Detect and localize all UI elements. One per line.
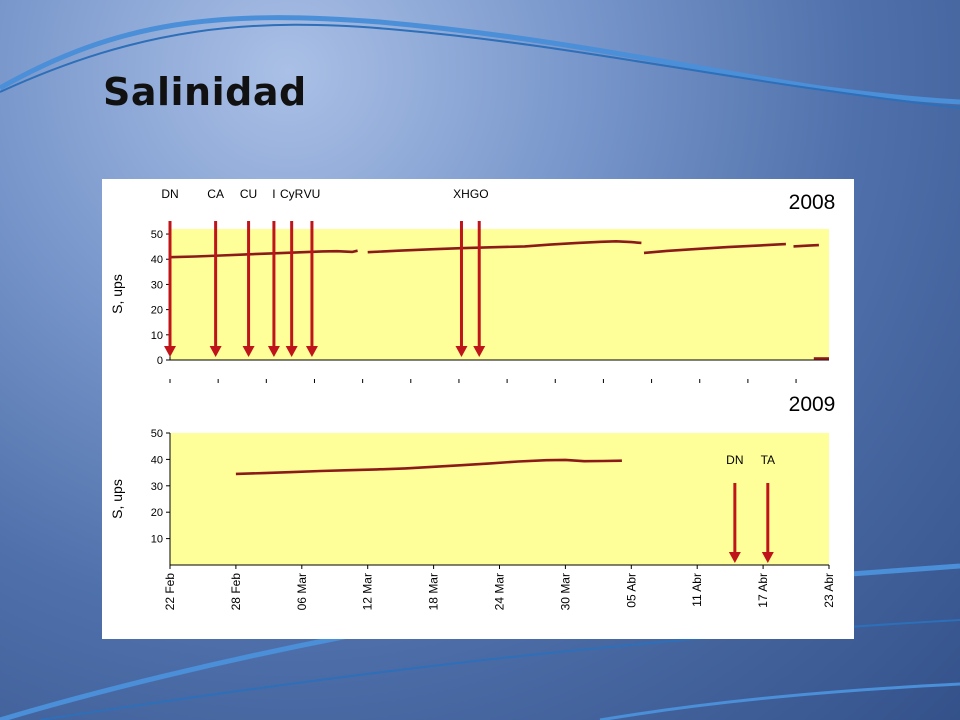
bottom-swoosh-low bbox=[599, 682, 960, 720]
salinity-series-line bbox=[235, 458, 622, 476]
y-axis-label: S, ups bbox=[109, 479, 125, 519]
chart-year-title: 2009 bbox=[789, 393, 836, 416]
x-tick-label: 24 Mar bbox=[493, 573, 507, 610]
salinity-series-line bbox=[643, 242, 786, 255]
x-tick-label: 05 Abr bbox=[624, 573, 638, 608]
top-swoosh bbox=[0, 15, 960, 105]
slide-title: Salinidad bbox=[103, 70, 307, 114]
station-marker-label: XH bbox=[453, 187, 470, 201]
y-tick-label: 20 bbox=[151, 305, 163, 317]
x-tick-label: 12 Mar bbox=[361, 573, 375, 610]
plot-area bbox=[170, 433, 829, 565]
y-tick-label: 10 bbox=[151, 534, 163, 546]
y-tick-label: 20 bbox=[151, 507, 163, 519]
salinity-charts: 0 10 20 30 40 50 S, ups 2008 DN CA CU I CyR VU XH GO 10 2… bbox=[109, 187, 836, 611]
salinity-series-line bbox=[793, 243, 819, 248]
station-marker-label: CU bbox=[240, 187, 257, 201]
y-tick-label: 30 bbox=[151, 481, 163, 493]
x-tick-label: 06 Mar bbox=[295, 573, 309, 610]
station-marker-arrowhead bbox=[305, 346, 318, 357]
station-marker-label: GO bbox=[470, 187, 489, 201]
x-tick-label: 18 Mar bbox=[427, 573, 441, 610]
y-tick-label: 30 bbox=[151, 279, 163, 291]
y-tick-label: 50 bbox=[151, 229, 163, 241]
station-marker-arrowhead bbox=[455, 346, 468, 357]
x-tick-label: 28 Feb bbox=[229, 573, 243, 611]
x-tick-label: 30 Mar bbox=[558, 573, 572, 610]
top-swoosh-thin bbox=[0, 23, 960, 109]
station-marker-arrowhead bbox=[242, 346, 255, 357]
y-tick-label: 0 bbox=[157, 355, 163, 367]
salinity-figure: 0 10 20 30 40 50 S, ups 2008 DN CA CU I CyR VU XH GO 10 2… bbox=[102, 179, 854, 639]
station-marker-arrowhead bbox=[209, 346, 222, 357]
y-tick-label: 40 bbox=[151, 254, 163, 266]
station-marker-arrowhead bbox=[728, 552, 741, 563]
station-marker-label: TA bbox=[761, 453, 775, 467]
salinity-series-line bbox=[169, 249, 358, 259]
y-tick-label: 40 bbox=[151, 454, 163, 466]
station-marker-arrowhead bbox=[285, 346, 298, 357]
station-marker-arrowhead bbox=[267, 346, 280, 357]
station-marker-label: CyR bbox=[280, 187, 304, 201]
x-tick-label: 23 Abr bbox=[822, 573, 836, 608]
station-marker-label: I bbox=[272, 187, 275, 201]
plot-area bbox=[170, 229, 829, 360]
station-marker-arrowhead bbox=[761, 552, 774, 563]
chart-year-title: 2008 bbox=[789, 191, 836, 214]
station-marker-label: DN bbox=[726, 453, 743, 467]
station-marker-label: DN bbox=[161, 187, 178, 201]
x-tick-label: 17 Abr bbox=[756, 573, 770, 608]
station-marker-arrowhead bbox=[473, 346, 486, 357]
y-axis-label: S, ups bbox=[109, 274, 125, 314]
station-marker-arrowhead bbox=[164, 346, 176, 357]
y-tick-label: 10 bbox=[151, 330, 163, 342]
station-marker-label: VU bbox=[304, 187, 321, 201]
station-marker-label: CA bbox=[207, 187, 224, 201]
y-tick-label: 50 bbox=[151, 428, 163, 440]
salinity-series-line bbox=[367, 240, 642, 254]
x-tick-label: 22 Feb bbox=[163, 573, 177, 611]
x-tick-label: 11 Abr bbox=[690, 573, 704, 607]
